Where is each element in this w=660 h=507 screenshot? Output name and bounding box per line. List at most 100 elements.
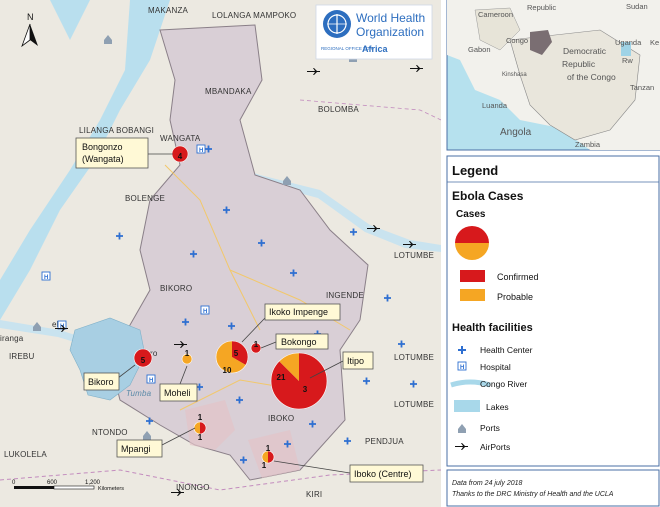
inset-zambia: Zambia	[575, 140, 601, 149]
case-pie-ikoko-impenge: 510	[215, 340, 249, 375]
callout-mpangi: Mpangi	[116, 439, 163, 458]
source-line1: Data from 24 july 2018	[452, 480, 523, 487]
legend-port-icon	[458, 424, 466, 433]
legend-hospital-label: Hospital	[480, 362, 511, 372]
north-label: N	[27, 12, 34, 22]
airport-icon	[171, 489, 184, 496]
legend-health-center-label: Health Center	[480, 345, 533, 355]
source-note: Data from 24 july 2018 Thanks to the DRC…	[446, 469, 660, 507]
health-center-icon	[258, 239, 265, 247]
airport-icon	[55, 325, 68, 332]
label-mbandaka: MBANDAKA	[205, 87, 252, 96]
inset-kenya: Ke	[650, 38, 659, 47]
north-arrow-icon	[30, 24, 38, 46]
health-centers	[116, 145, 417, 464]
inset-angola: Angola	[500, 127, 532, 138]
callout-mpangi-text: Mpangi	[121, 444, 151, 454]
callout-iboko-text: Iboko (Centre)	[354, 469, 412, 479]
river-lower	[0, 320, 120, 356]
legend-facilities-heading: Health facilities	[452, 322, 533, 334]
case-count-label: 1	[262, 461, 267, 470]
airports	[55, 65, 423, 496]
inset-republic: Republic	[527, 3, 556, 12]
case-pie-mpangi: 11	[193, 413, 207, 442]
inset-kinshasa: Kinshasa	[502, 72, 527, 78]
inset-sudan: Sudan	[626, 2, 648, 11]
pie-slice-confirmed	[200, 422, 206, 434]
pie-slice-probable	[215, 341, 246, 373]
legend-probable-swatch	[460, 289, 485, 301]
label-lolanga: LOLANGA MAMPOKO	[212, 11, 296, 20]
pie-slice-probable	[279, 353, 299, 381]
svg-text:H: H	[199, 148, 203, 154]
admin-border-south	[0, 469, 442, 491]
label-ingende: INGENDE	[326, 291, 364, 300]
svg-text:H: H	[60, 324, 64, 330]
label-ntondo: NTONDO	[92, 428, 128, 437]
callout-bongonzo-line2: (Wangata)	[82, 154, 124, 164]
health-center-icon	[182, 318, 189, 326]
label-bolomba: BOLOMBA	[318, 105, 359, 114]
label-lac-tumba: Tumba	[126, 389, 152, 398]
scale-unit: Kilometers	[98, 486, 124, 492]
port-icon	[104, 35, 112, 44]
pie-slice-probable	[262, 451, 268, 463]
label-lilanga: LILANGA BOBANGI	[79, 126, 154, 135]
svg-text:H: H	[44, 275, 48, 281]
scale-tick-1200: 1,200	[85, 480, 101, 486]
legend-ebola-heading: Ebola Cases	[452, 189, 524, 203]
legend-confirmed-label: Confirmed	[497, 272, 539, 282]
legend-confirmed-swatch	[460, 270, 485, 282]
hospitals: H H H H H	[41, 144, 210, 384]
pie-slice-confirmed	[232, 341, 248, 365]
inset-tanzania: Tanzan	[630, 83, 654, 92]
label-irebu: IREBU	[9, 352, 34, 361]
pie-slice	[181, 353, 193, 365]
inset-outbreak-area	[530, 30, 552, 55]
pie-slice-confirmed	[268, 451, 274, 463]
health-center-icon	[350, 228, 357, 236]
legend-hospital-icon: H	[457, 361, 467, 371]
hospital-icon: H	[196, 144, 206, 154]
callout-ikoko-text: Ikoko Impenge	[269, 307, 328, 317]
case-count-label: 4	[178, 152, 183, 161]
health-center-icon	[228, 322, 235, 330]
legend: Legend Ebola Cases Cases Confirmed Proba…	[446, 155, 660, 467]
case-pie-bongonzo: 4	[171, 145, 189, 163]
legend-probable-label: Probable	[497, 292, 533, 302]
callout-itipo-text: Itipo	[347, 356, 364, 366]
health-center-icon	[363, 377, 370, 385]
inset-rwanda: Rw	[622, 56, 633, 65]
health-center-icon	[205, 145, 212, 153]
health-center-icon	[146, 417, 153, 425]
health-center-icon	[240, 456, 247, 464]
label-iranga: iranga	[0, 334, 24, 343]
source-line2: Thanks to the DRC Ministry of Health and…	[452, 491, 614, 498]
health-center-icon	[410, 380, 417, 388]
case-count-label: 1	[198, 413, 203, 422]
label-lotumbe-3: LOTUMBE	[394, 400, 434, 409]
road-1	[164, 164, 261, 331]
river-branch	[50, 0, 90, 40]
label-inongo: INONGO	[176, 483, 210, 492]
airport-icon	[174, 341, 187, 348]
port-icon	[283, 176, 291, 185]
scale-bar: 0 600 1,200 Kilometers	[12, 480, 124, 492]
svg-text:H: H	[149, 378, 153, 384]
legend-case-icon	[455, 226, 489, 260]
callout-iboko: Iboko (Centre)	[349, 464, 424, 483]
callout-bongonzo: Bongonzo (Wangata)	[75, 137, 149, 169]
label-lotumbe-2: LOTUMBE	[394, 353, 434, 362]
logo-line2: Organization	[356, 25, 424, 39]
label-makanza: MAKANZA	[148, 6, 189, 15]
case-count-label: 1	[185, 349, 190, 358]
svg-text:H: H	[203, 309, 207, 315]
hospital-icon: H	[146, 374, 156, 384]
health-center-icon	[284, 440, 291, 448]
health-center-icon	[309, 420, 316, 428]
callout-moheli: Moheli	[159, 383, 198, 402]
hospital-icon: H	[200, 305, 210, 315]
port-icon	[33, 322, 41, 331]
case-pie-moheli: 1	[181, 349, 193, 365]
pie-slice-probable	[194, 422, 200, 434]
